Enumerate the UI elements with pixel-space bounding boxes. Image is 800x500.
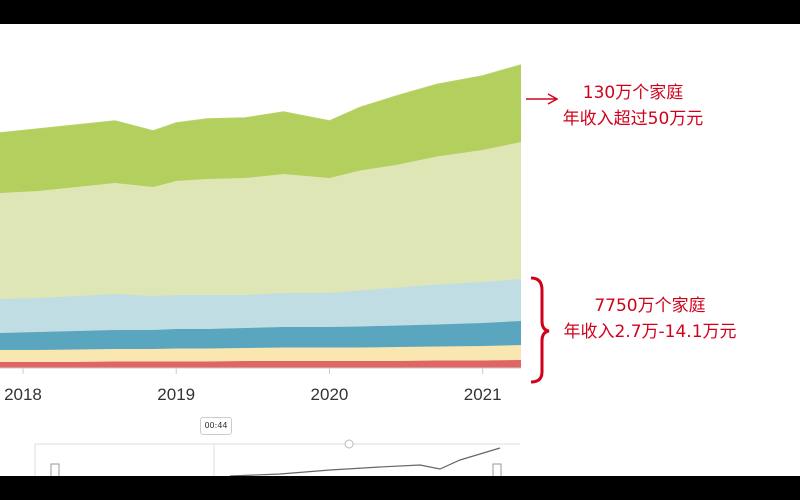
- curly-brace-icon: [530, 276, 550, 384]
- area-series-6: [0, 65, 521, 193]
- overview-sparkline: [229, 447, 501, 476]
- area-series-group: [0, 64, 522, 368]
- left-range-handle[interactable]: [50, 463, 60, 476]
- arrow-right-icon: [526, 93, 559, 105]
- bottom-letterbox: [0, 476, 800, 500]
- area-edge-6: [0, 64, 522, 134]
- x-tick-label: 2020: [311, 385, 349, 404]
- right-range-handle[interactable]: [492, 463, 502, 476]
- video-frame: 2018 2019 2020 2021 00:44 130万个家庭 年收入超过50万元…: [0, 24, 800, 476]
- x-tick-label: 2019: [157, 385, 195, 404]
- top-letterbox: [0, 0, 800, 24]
- x-tick-label: 2018: [4, 385, 42, 404]
- annotation-bottom-line2: 年收入2.7万-14.1万元: [563, 322, 737, 342]
- stacked-area-chart: 2018 2019 2020 2021: [0, 64, 559, 476]
- annotation-top-line1: 130万个家庭: [582, 83, 684, 103]
- scrubber-knob[interactable]: [344, 439, 354, 449]
- x-tick-label: 2021: [464, 385, 502, 404]
- player-scrubber[interactable]: [34, 439, 520, 476]
- x-axis-ticks: 2018 2019 2020 2021: [4, 368, 502, 404]
- annotation-top-line2: 年收入超过50万元: [562, 109, 704, 129]
- time-badge: 00:44: [200, 417, 232, 435]
- area-series-3: [0, 321, 521, 350]
- area-series-5: [0, 142, 521, 299]
- annotation-bottom-line1: 7750万个家庭: [594, 296, 706, 316]
- area-series-4: [0, 279, 521, 333]
- annotation-top: 130万个家庭 年收入超过50万元: [548, 80, 718, 132]
- annotation-bottom: 7750万个家庭 年收入2.7万-14.1万元: [535, 293, 765, 345]
